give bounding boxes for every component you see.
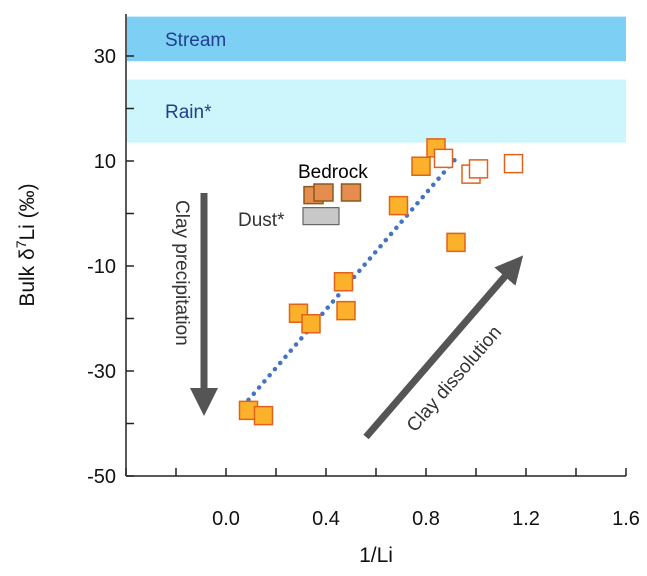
x-tick-label: 1.6 <box>612 508 640 530</box>
x-tick-label: 0.0 <box>212 508 240 530</box>
x-axis-title: 1/Li <box>359 544 393 567</box>
x-tick-label: 0.8 <box>412 508 440 530</box>
band-1 <box>127 79 626 143</box>
data-point <box>336 300 356 321</box>
x-tick-label: 0.4 <box>312 508 340 530</box>
data-point <box>253 405 274 426</box>
y-axis-title: Bulk δ7Li (‰) <box>13 183 39 306</box>
bedrock-point <box>340 183 362 202</box>
data-point <box>388 195 409 216</box>
y-axis-title-superscript: 7 <box>13 240 29 248</box>
data-points <box>238 138 524 426</box>
data-point <box>446 232 466 253</box>
y-tick-label: -50 <box>87 466 116 488</box>
trend-line <box>246 156 459 403</box>
bedrock-label: Bedrock <box>298 162 368 183</box>
x-ticks: 0.0 0.4 0.8 1.2 1.6 <box>125 468 640 530</box>
data-point <box>333 272 354 292</box>
y-tick-label: 30 <box>94 46 116 68</box>
open-data-point <box>433 148 454 169</box>
clay-dissolution-arrow <box>363 255 524 440</box>
clay-precipitation-label: Clay precipitation <box>171 200 192 346</box>
y-tick-label: -30 <box>87 361 116 383</box>
data-point <box>301 314 321 334</box>
open-data-point <box>503 153 524 174</box>
x-tick-label: 1.2 <box>512 508 540 530</box>
y-ticks: 30 10 -10 -30 -50 <box>87 46 134 488</box>
band-0 <box>127 16 626 62</box>
y-tick-label: 10 <box>94 151 116 173</box>
band-label-1: Rain* <box>165 102 212 123</box>
open-data-point <box>468 159 489 179</box>
bedrock-point <box>313 183 334 202</box>
data-point <box>411 156 431 176</box>
dust-label: Dust* <box>238 210 285 231</box>
dust-point <box>302 207 340 226</box>
band-label-0: Stream <box>165 30 226 51</box>
y-tick-label: -10 <box>87 256 116 278</box>
reference-bands: Stream Rain* <box>127 16 626 143</box>
